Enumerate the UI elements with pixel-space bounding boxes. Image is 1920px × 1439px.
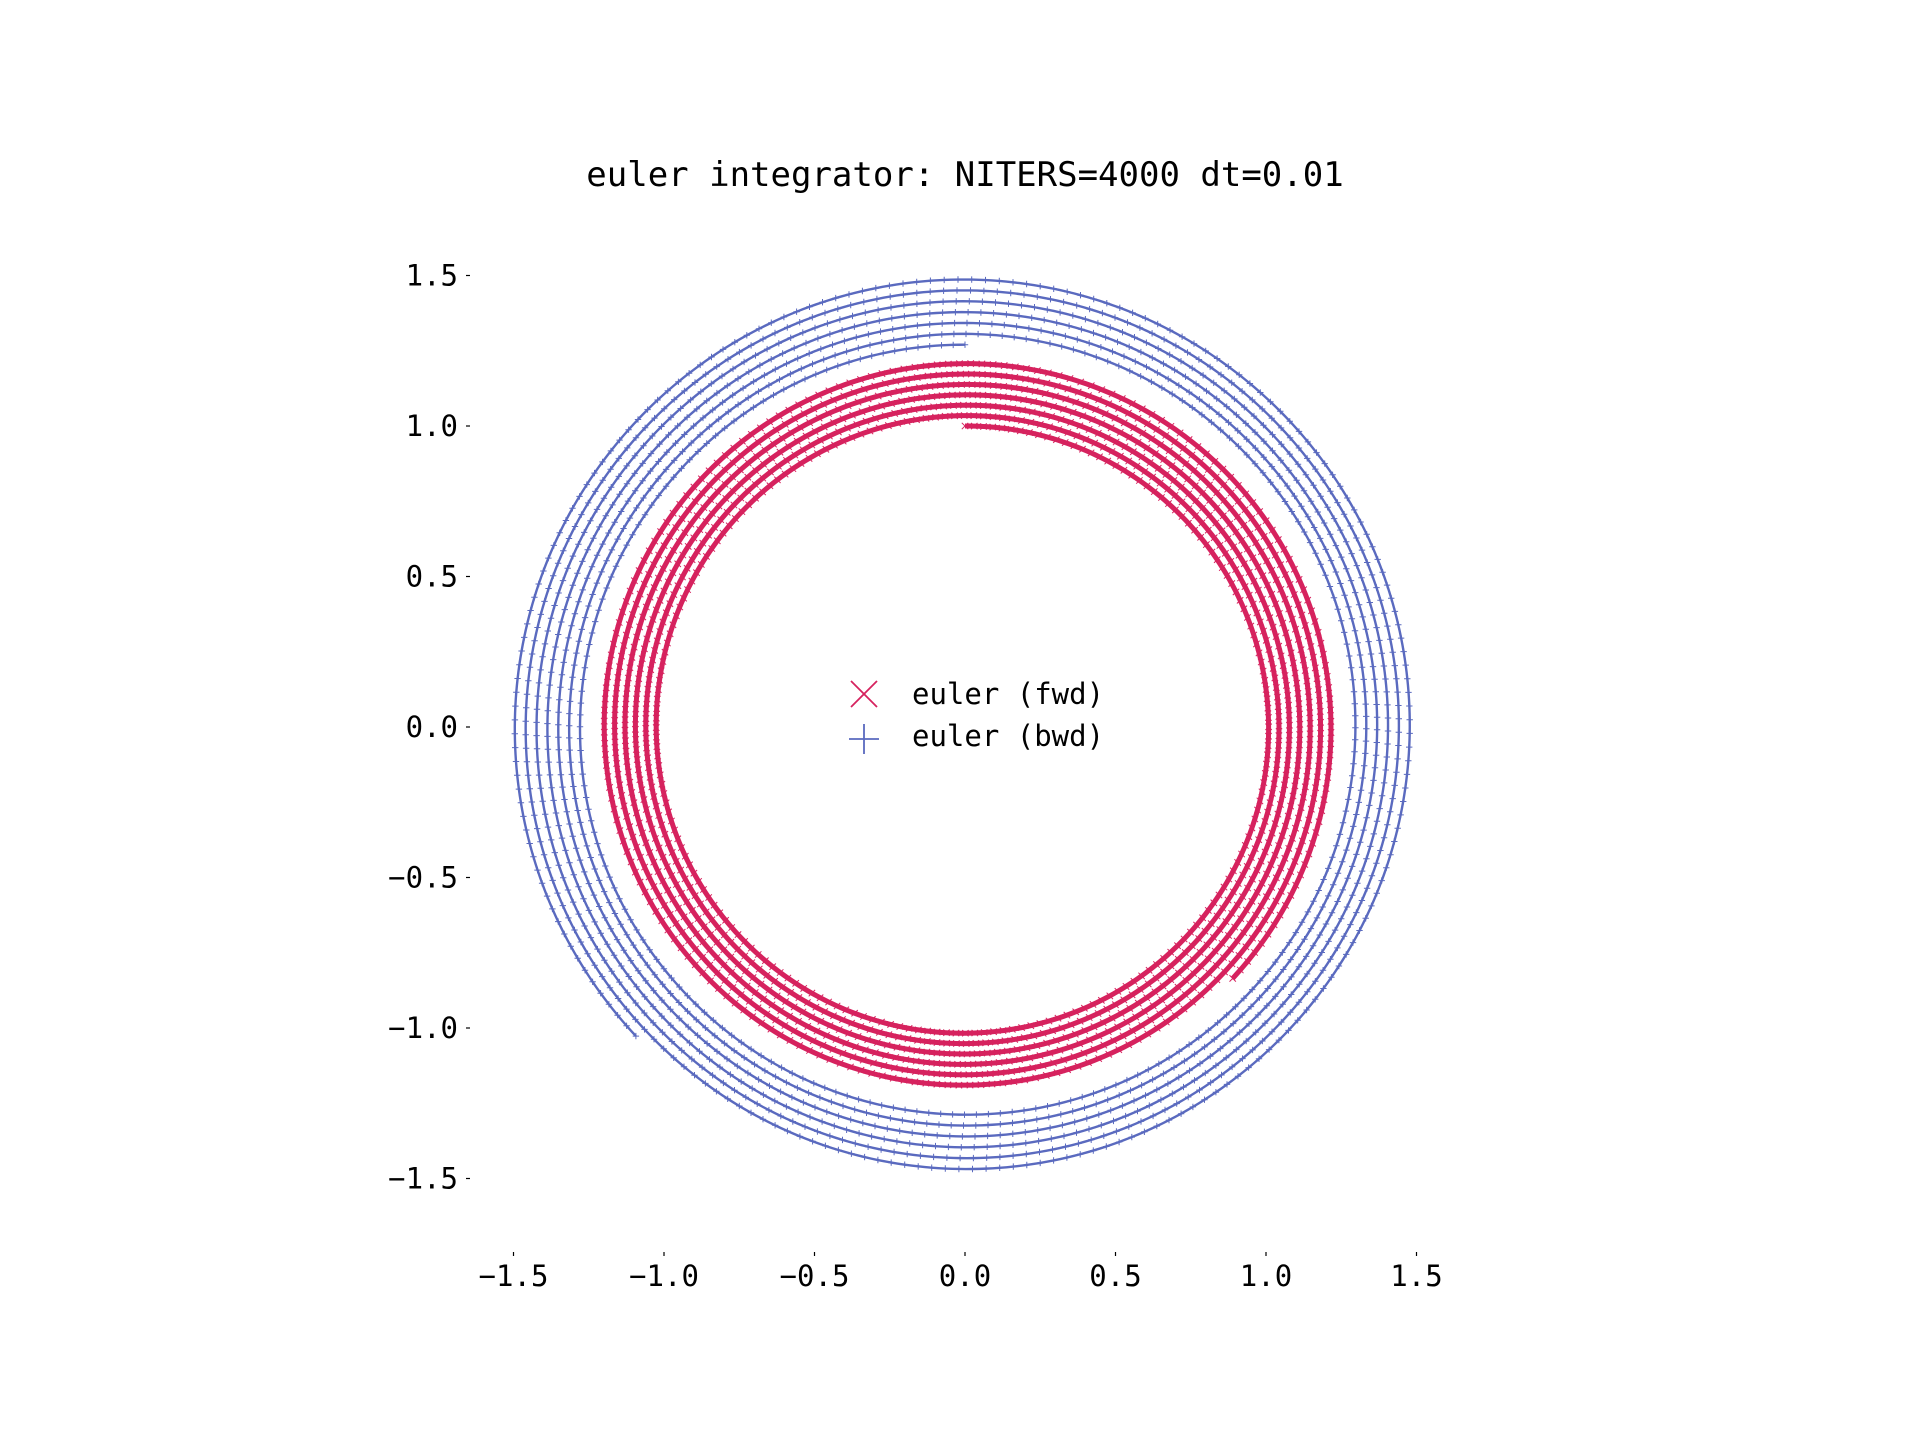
x-tick-label: 1.5 xyxy=(1390,1259,1442,1293)
y-tick-label: −1.5 xyxy=(388,1162,458,1196)
legend-label-bwd: euler (bwd) xyxy=(912,719,1104,753)
legend-label-fwd: euler (fwd) xyxy=(912,677,1104,711)
y-tick-label: 1.0 xyxy=(406,409,458,443)
y-axis: −1.5 −1.0 −0.5 0.0 0.5 1.0 1.5 xyxy=(388,259,470,1196)
series-markers-bwd xyxy=(511,276,1413,1173)
x-tick-label: 0.0 xyxy=(939,1259,991,1293)
x-tick-label: −0.5 xyxy=(780,1259,850,1293)
y-tick-label: 1.5 xyxy=(406,259,458,293)
x-tick-label: −1.0 xyxy=(629,1259,699,1293)
series-fwd xyxy=(600,360,1335,1089)
x-tick-label: 0.5 xyxy=(1089,1259,1141,1293)
y-tick-label: −1.0 xyxy=(388,1011,458,1045)
series-bwd xyxy=(511,276,1413,1173)
series-markers-fwd xyxy=(600,360,1335,1089)
legend-marker-fwd xyxy=(850,680,878,708)
plot-area xyxy=(511,276,1413,1173)
x-axis: −1.5 −1.0 −0.5 0.0 0.5 1.0 1.5 xyxy=(479,1252,1443,1293)
legend-marker-bwd xyxy=(849,724,879,754)
chart-title: euler integrator: NITERS=4000 dt=0.01 xyxy=(586,155,1343,195)
y-tick-label: −0.5 xyxy=(388,861,458,895)
legend: euler (fwd) euler (bwd) xyxy=(849,677,1104,754)
x-tick-label: −1.5 xyxy=(479,1259,549,1293)
x-tick-label: 1.0 xyxy=(1240,1259,1292,1293)
y-tick-label: 0.5 xyxy=(406,560,458,594)
y-tick-label: 0.0 xyxy=(406,710,458,744)
